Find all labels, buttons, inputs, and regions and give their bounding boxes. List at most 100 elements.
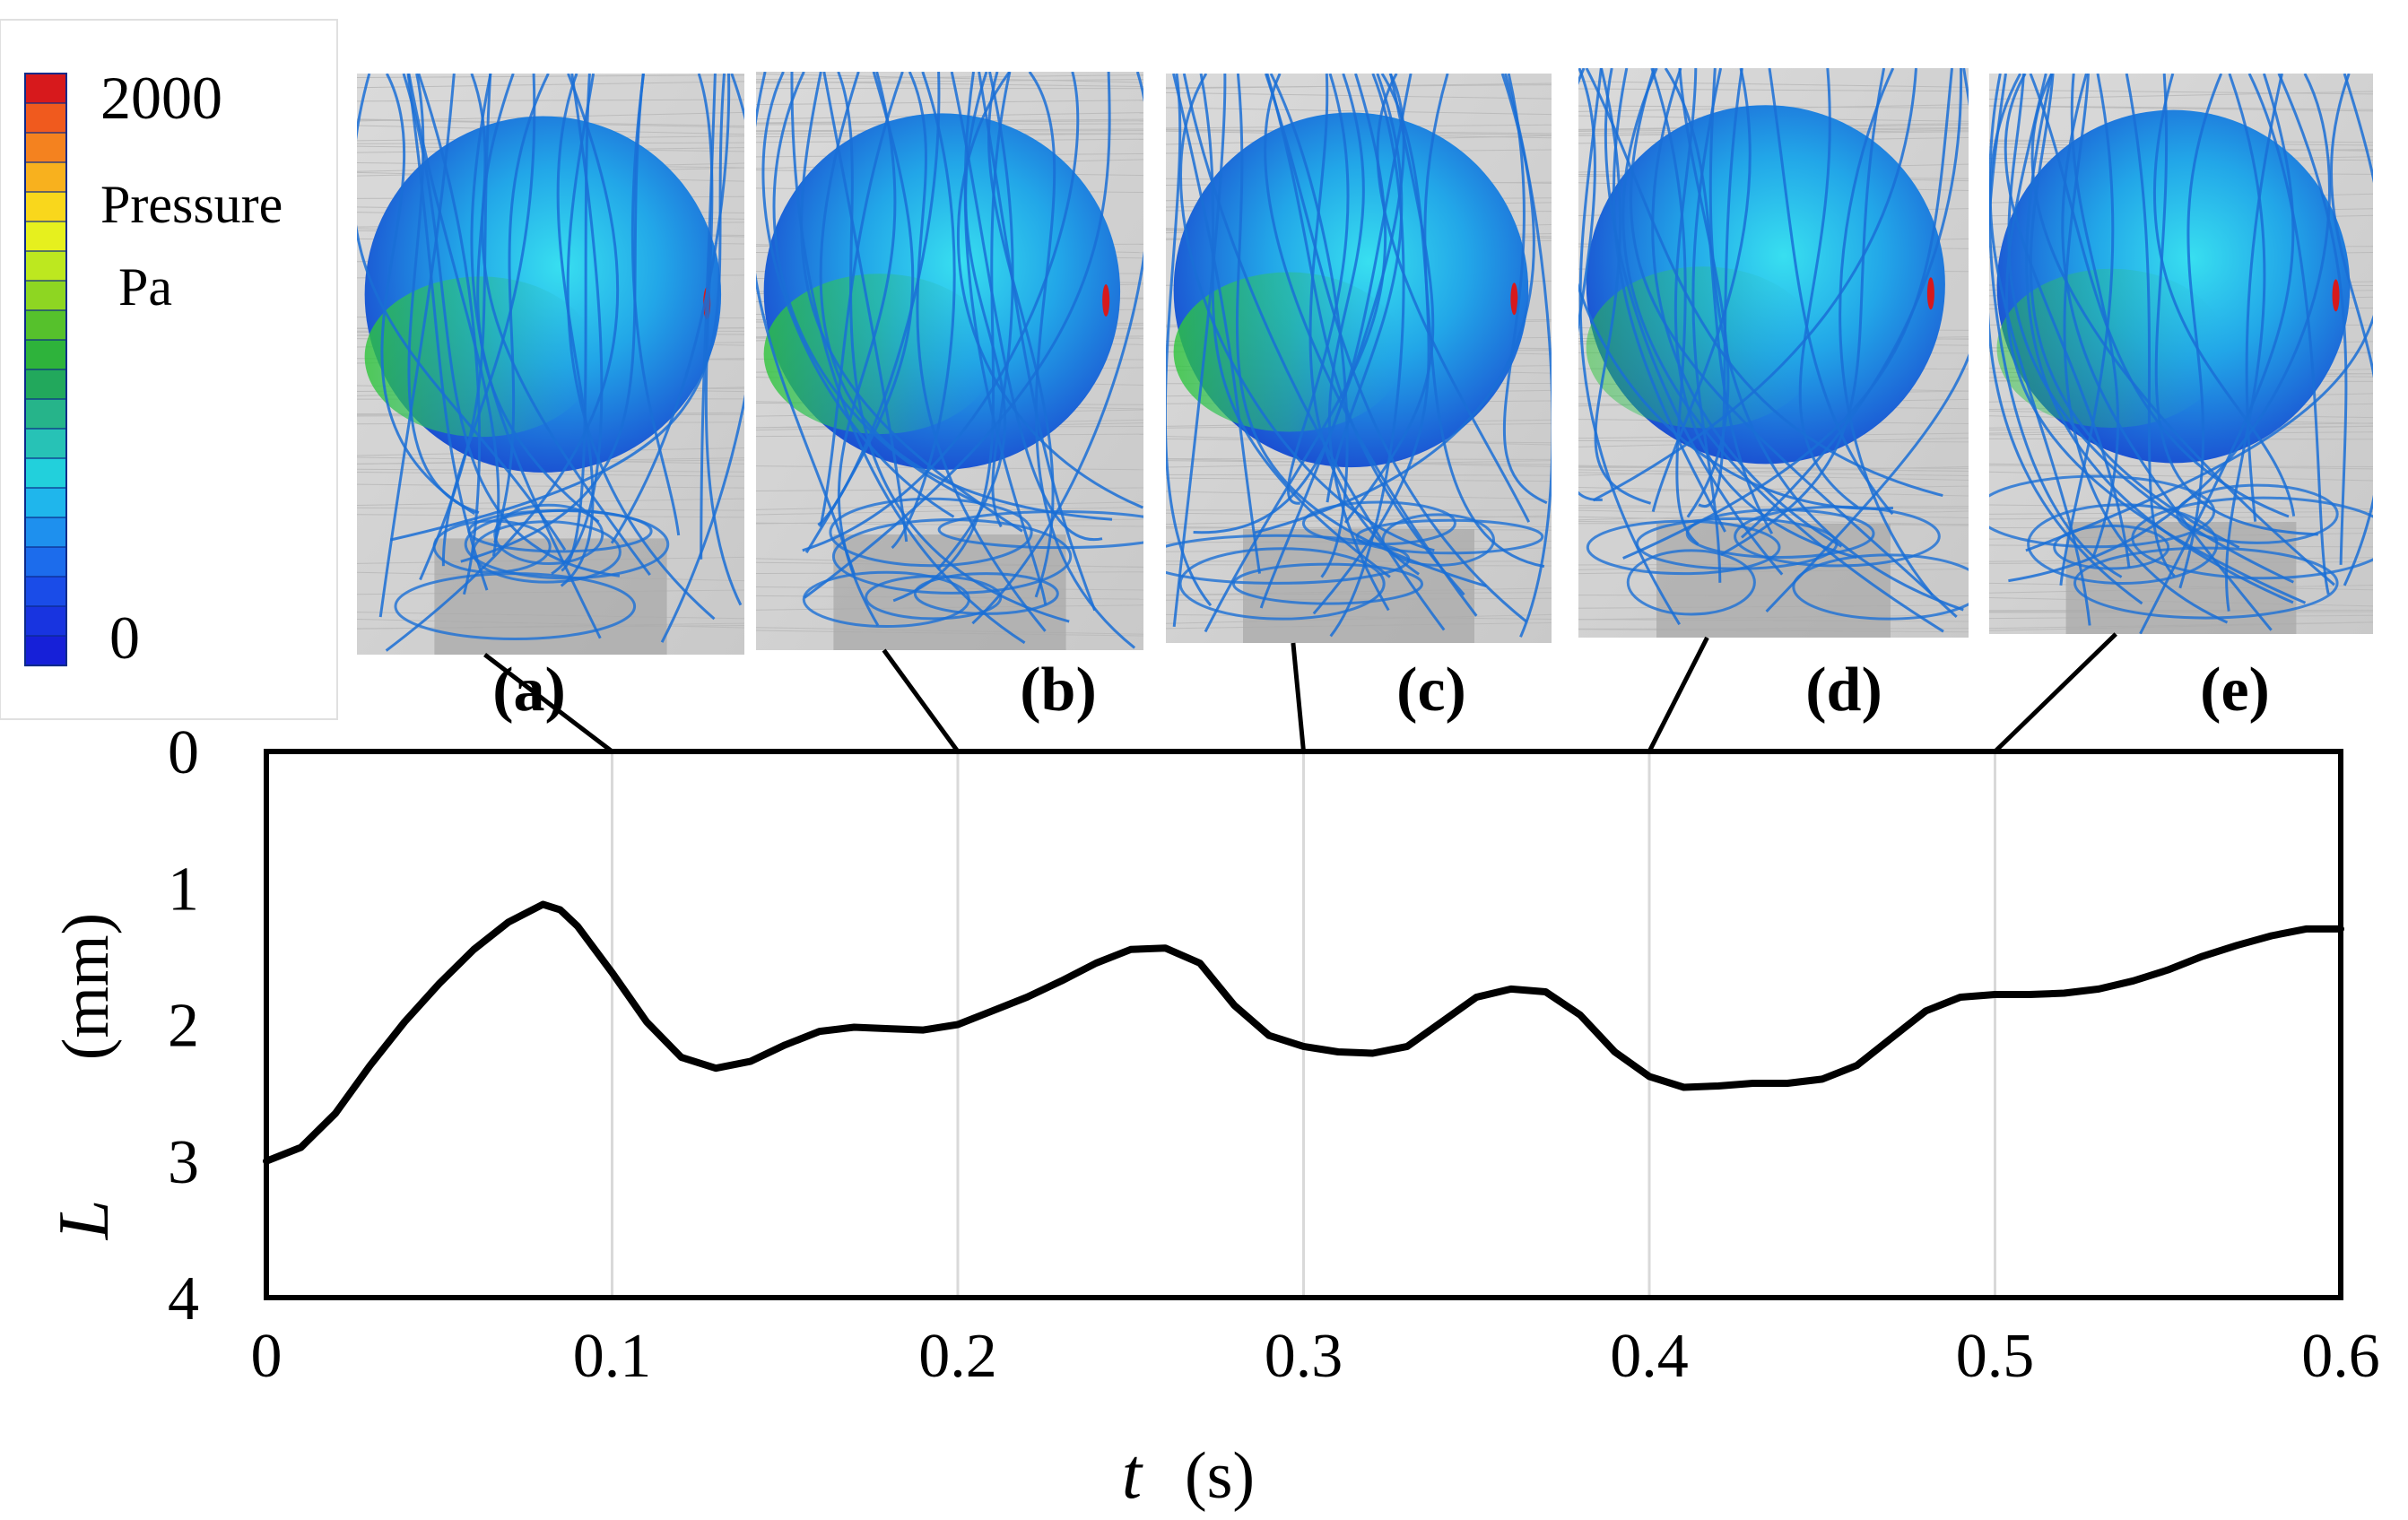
streamline <box>837 72 897 627</box>
streamline-loop <box>913 572 1059 615</box>
mesh-texture <box>1166 473 1552 476</box>
streamline <box>2277 74 2348 565</box>
streamline-loop <box>2053 524 2170 570</box>
streamline <box>1578 68 1681 626</box>
streamline <box>1622 68 1953 560</box>
mesh-texture <box>357 498 744 506</box>
mesh-texture <box>756 507 1143 516</box>
mesh-texture <box>1578 81 1969 88</box>
mesh-texture <box>1989 91 2373 100</box>
colorbar-cells <box>24 73 67 667</box>
streamline <box>470 74 602 639</box>
streamline-loop <box>1355 518 1544 555</box>
y-tick-label: 1 <box>168 855 199 924</box>
mesh-texture <box>1166 515 1552 525</box>
streamline <box>697 74 743 606</box>
streamline <box>1989 74 2143 605</box>
x-tick-labels: 0 0.1 0.2 0.3 0.4 0.5 0.6 <box>251 1322 2380 1391</box>
colorbar-cell <box>24 457 67 490</box>
streamline <box>1172 74 1261 574</box>
snapshot-image <box>1166 74 1552 643</box>
streamline <box>561 74 591 572</box>
colorbar-cell <box>24 635 67 667</box>
mesh-texture <box>756 501 1143 510</box>
streamline-loop <box>472 520 622 584</box>
streamline <box>1839 68 1934 596</box>
mesh-texture <box>1989 471 2373 482</box>
stagnation-point <box>2332 279 2340 312</box>
streamline <box>1604 68 1784 576</box>
streamline <box>2247 74 2330 595</box>
streamline <box>441 74 536 567</box>
streamline <box>761 72 955 518</box>
streamline-loop <box>829 497 1033 568</box>
streamline <box>1172 74 1227 628</box>
streamline-loop <box>1989 474 2216 549</box>
snapshot-connector-e <box>1993 632 2117 753</box>
colorbar-unit-label: Pa <box>118 257 172 317</box>
colorbar-cell <box>24 339 67 371</box>
colorbar-cell <box>24 517 67 549</box>
streamline <box>772 72 986 508</box>
mesh-texture <box>357 483 744 489</box>
streamline <box>1269 74 1349 578</box>
streamline <box>908 72 1047 632</box>
streamline <box>389 74 726 542</box>
streamline-loop <box>1734 505 1941 568</box>
streamline <box>378 74 456 618</box>
streamline <box>2070 74 2120 557</box>
mesh-texture <box>756 81 1143 88</box>
streamline <box>406 74 489 591</box>
streamline <box>660 74 744 643</box>
streamline-loop <box>2073 546 2339 620</box>
streamline <box>1264 74 1478 617</box>
snapshot-label-b: (b) <box>1020 656 1097 725</box>
streamline <box>790 72 1026 645</box>
snapshot-panel-c: (c) <box>1166 74 1552 725</box>
snapshot-panel-e: (e) <box>1989 74 2373 725</box>
streamline <box>988 72 1014 528</box>
streamline <box>800 72 1023 533</box>
mesh-texture <box>357 514 744 518</box>
stagnation-point <box>1510 282 1518 316</box>
snapshot-panel-d: (d) <box>1578 68 1969 725</box>
streamline <box>1989 74 2091 626</box>
y-axis-label-var: L <box>45 1200 124 1241</box>
snapshot-connector-a <box>483 653 614 753</box>
streamline <box>756 72 856 575</box>
colorbar-max-label: 2000 <box>100 64 222 132</box>
colorbar-cell <box>24 250 67 282</box>
x-tick-label: 0.4 <box>1610 1322 1689 1391</box>
streamline <box>2059 74 2115 586</box>
streamline <box>2329 74 2373 586</box>
colorbar-cell <box>24 309 67 342</box>
mesh-texture <box>1989 105 2373 112</box>
streamline <box>1329 74 1405 638</box>
snapshot-image <box>1578 68 1969 638</box>
y-tick-label: 3 <box>168 1128 199 1197</box>
streamline <box>1765 68 1969 612</box>
streamline <box>2125 74 2176 578</box>
mesh-texture <box>1989 105 2373 110</box>
colorbar-cell <box>24 280 67 312</box>
colorbar-min-label: 0 <box>109 604 140 672</box>
streamline <box>978 72 1097 612</box>
streamline <box>380 74 476 516</box>
colorbar-cell <box>24 132 67 164</box>
colorbar-cell <box>24 73 67 105</box>
snapshot-image <box>1989 74 2373 634</box>
y-tick-label: 0 <box>168 718 199 787</box>
streamline <box>950 72 1103 542</box>
streamline-loop <box>2176 483 2339 544</box>
streamline <box>2029 74 2240 550</box>
sphere-pressure-region <box>1586 266 1820 429</box>
mesh-texture <box>1989 89 2373 95</box>
streamline-loop <box>1792 553 1969 621</box>
streamline <box>1235 74 1487 588</box>
colorbar-cell <box>24 576 67 608</box>
colorbar-cell <box>24 369 67 401</box>
streamline <box>2025 74 2373 552</box>
streamline <box>1798 68 1859 508</box>
streamline-loop <box>1586 519 1781 576</box>
